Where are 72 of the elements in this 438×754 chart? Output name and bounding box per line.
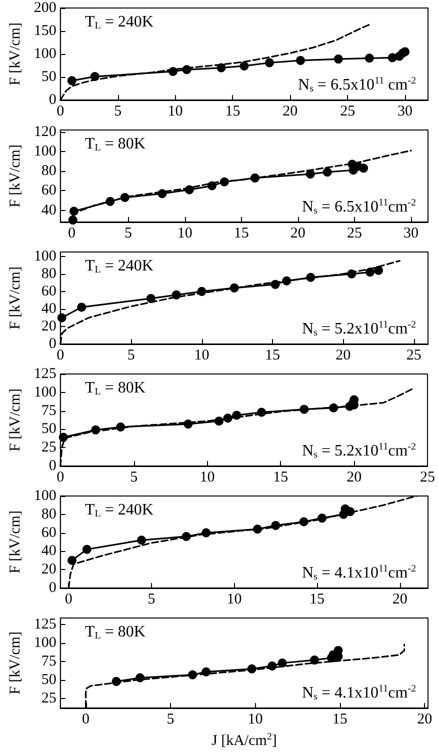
y-axis-title: F [kV/cm] xyxy=(8,22,24,86)
y-axis-title: F [kV/cm] xyxy=(8,632,24,694)
y-tick-label: 0 xyxy=(48,458,56,474)
x-tick-label: 10 xyxy=(194,348,210,364)
y-tick-label: 40 xyxy=(41,543,56,560)
y-tick-label: 0 xyxy=(48,580,56,596)
x-tick-label: 20 xyxy=(336,348,351,364)
x-tick-label: 0 xyxy=(64,592,72,608)
x-tick-label: 30 xyxy=(404,226,419,242)
y-axis-title: F [kV/cm] xyxy=(8,510,24,574)
y-tick-label: 25 xyxy=(41,440,56,456)
y-tick-label: 60 xyxy=(41,524,56,541)
y-tick-label: 100 xyxy=(34,635,56,652)
x-tick-label: 10 xyxy=(226,592,242,608)
y-tick-label: 80 xyxy=(41,266,56,282)
x-tick-label: 25 xyxy=(406,348,422,364)
y-tick-label: 40 xyxy=(41,300,56,317)
y-tick-label: 100 xyxy=(34,144,56,160)
y-tick-label: 50 xyxy=(41,421,56,438)
x-tick-label: 10 xyxy=(177,226,192,242)
x-tick-label: 5 xyxy=(130,470,138,486)
x-tick-label: 5 xyxy=(166,712,174,728)
y-tick-label: 80 xyxy=(41,506,56,522)
x-tick-label: 5 xyxy=(148,592,156,608)
y-tick-label: 25 xyxy=(41,690,56,706)
y-tick-label: 0 xyxy=(48,92,56,108)
x-tick-label: 25 xyxy=(340,104,356,120)
x-tick-label: 15 xyxy=(332,712,348,728)
y-tick-label: 80 xyxy=(41,163,56,180)
y-tick-label: 50 xyxy=(41,672,56,688)
x-tick-label: 10 xyxy=(168,104,183,120)
x-tick-label: 5 xyxy=(114,104,122,120)
y-tick-label: 50 xyxy=(41,69,56,85)
y-tick-label: 20 xyxy=(41,318,56,334)
y-axis-title: F [kV/cm] xyxy=(8,144,24,208)
y-axis-title: F [kV/cm] xyxy=(8,266,24,330)
x-tick-label: 0 xyxy=(82,712,90,728)
y-tick-label: 0 xyxy=(48,336,56,352)
x-tick-label: 15 xyxy=(310,592,325,608)
x-tick-label: 10 xyxy=(248,712,263,728)
x-tick-label: 15 xyxy=(225,104,240,120)
x-tick-label: 15 xyxy=(273,470,288,486)
x-tick-label: 25 xyxy=(346,226,362,242)
x-tick-label: 20 xyxy=(417,712,432,728)
y-tick-label: 75 xyxy=(41,654,56,670)
y-tick-label: 100 xyxy=(34,46,56,62)
y-tick-label: 100 xyxy=(34,384,56,400)
x-tick-label: 15 xyxy=(264,348,280,364)
y-tick-label: 125 xyxy=(34,366,56,382)
y-tick-label: 200 xyxy=(34,0,56,16)
x-tick-label: 10 xyxy=(200,470,215,486)
y-tick-label: 75 xyxy=(41,402,56,419)
x-tick-label: 25 xyxy=(420,470,435,486)
y-tick-label: 20 xyxy=(41,562,56,578)
x-tick-label: 0 xyxy=(68,226,76,242)
y-tick-label: 100 xyxy=(34,248,56,264)
y-tick-label: 125 xyxy=(34,616,56,633)
x-tick-label: 5 xyxy=(124,226,132,242)
x-tick-label: 20 xyxy=(290,226,306,242)
y-axis-title: F [kV/cm] xyxy=(8,388,24,452)
y-tick-label: 60 xyxy=(41,283,56,300)
x-tick-label: 15 xyxy=(234,226,249,242)
x-tick-label: 20 xyxy=(346,470,362,486)
y-tick-label: 60 xyxy=(41,182,56,199)
y-tick-label: 150 xyxy=(34,23,56,39)
y-tick-label: 100 xyxy=(34,488,56,504)
y-tick-label: 120 xyxy=(34,124,56,140)
x-tick-label: 5 xyxy=(127,348,135,364)
x-tick-label: 30 xyxy=(398,104,413,120)
y-tick-label: 40 xyxy=(41,202,56,218)
x-tick-label: 20 xyxy=(392,592,408,608)
x-tick-label: 20 xyxy=(282,104,298,120)
